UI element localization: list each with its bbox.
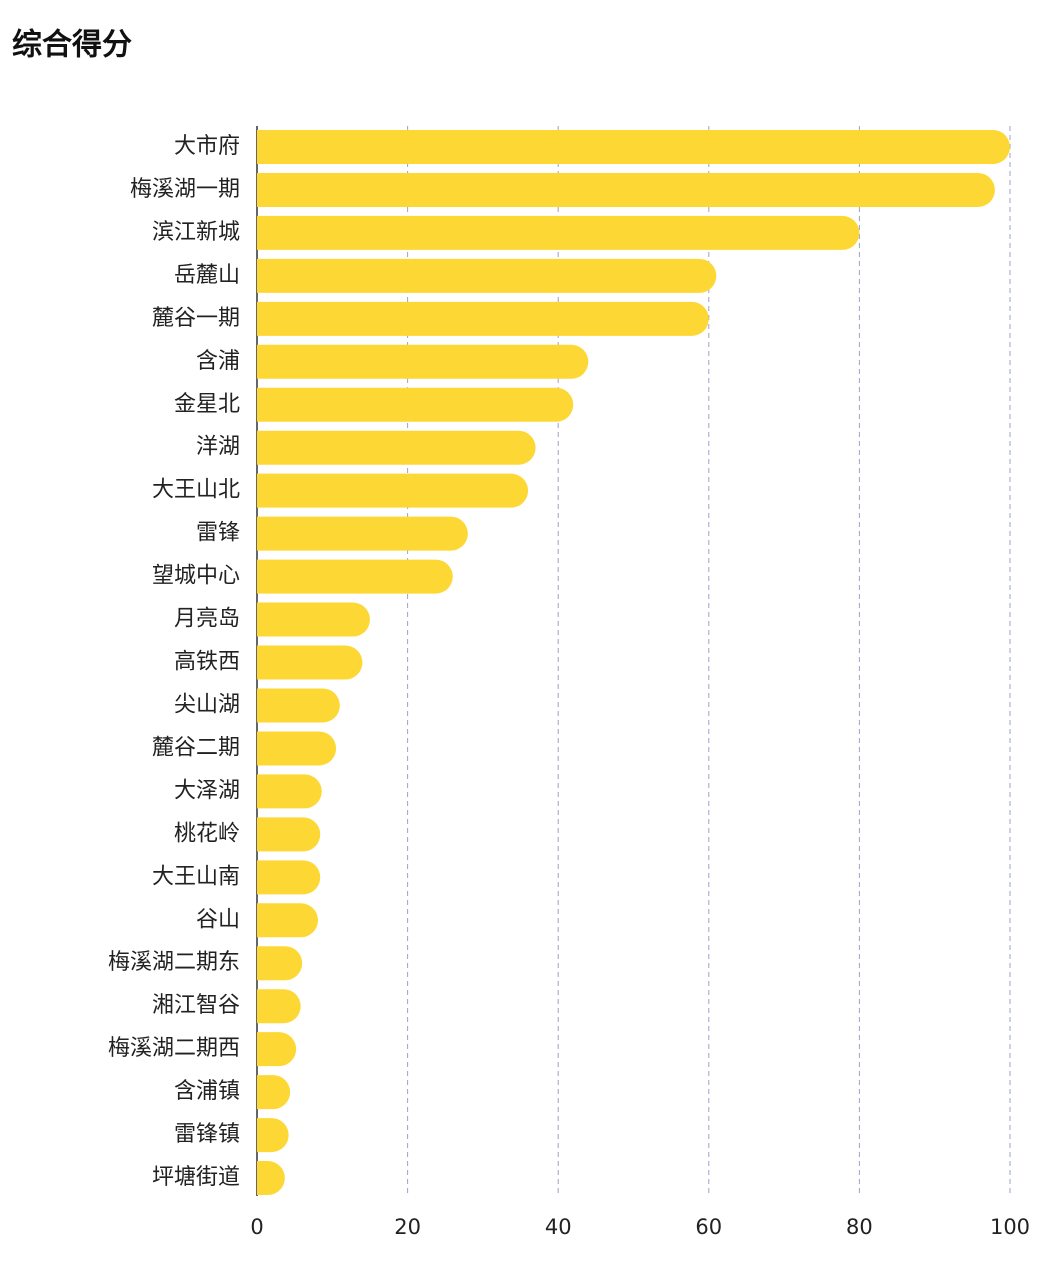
- y-tick-label: 洋湖: [196, 435, 240, 460]
- bar: [257, 215, 860, 250]
- y-tick-label: 月亮岛: [174, 607, 240, 632]
- y-tick-label: 含浦镇: [174, 1079, 240, 1104]
- y-tick-label: 雷锋镇: [174, 1122, 240, 1147]
- y-tick-label: 金星北: [174, 392, 240, 417]
- x-tick-label: 80: [846, 1215, 873, 1239]
- bar: [257, 946, 303, 981]
- bar: [257, 344, 589, 379]
- x-tick-label: 40: [545, 1215, 572, 1239]
- y-tick-label: 大泽湖: [174, 778, 240, 803]
- y-tick-label: 大市府: [174, 134, 240, 159]
- y-tick-label: 坪塘街道: [152, 1165, 240, 1190]
- x-tick-label: 100: [990, 1215, 1030, 1239]
- bar: [257, 1075, 291, 1110]
- bar: [257, 688, 340, 723]
- bar: [257, 903, 318, 938]
- bar: [257, 1161, 285, 1196]
- y-tick-label: 滨江新城: [152, 220, 240, 245]
- y-tick-label: 麓谷二期: [152, 735, 240, 760]
- y-tick-label: 含浦: [196, 349, 240, 374]
- y-tick-label: 望城中心: [152, 564, 240, 589]
- bar: [257, 172, 995, 207]
- y-tick-label: 雷锋: [196, 521, 240, 546]
- y-tick-label: 高铁西: [174, 650, 240, 675]
- y-tick-label: 岳麓山: [174, 263, 240, 288]
- bar: [257, 774, 322, 809]
- y-tick-label: 谷山: [196, 907, 240, 932]
- bar: [257, 602, 370, 637]
- bar: [257, 1032, 297, 1067]
- y-tick-label: 桃花岭: [174, 821, 240, 846]
- y-tick-label: 梅溪湖二期西: [108, 1036, 240, 1061]
- bar: [257, 559, 453, 594]
- bar: [257, 430, 536, 465]
- bar: [257, 645, 363, 680]
- bar: [257, 1118, 289, 1153]
- x-tick-label: 60: [695, 1215, 722, 1239]
- bar: [257, 130, 1010, 164]
- y-tick-label: 大王山北: [152, 478, 240, 503]
- y-tick-label: 梅溪湖一期: [130, 177, 240, 202]
- chart-title: 综合得分: [12, 28, 132, 63]
- y-tick-label: 麓谷一期: [152, 306, 240, 331]
- bar: [257, 387, 574, 422]
- bar: [257, 731, 337, 766]
- y-tick-label: 尖山湖: [174, 692, 240, 717]
- bar: [257, 301, 709, 336]
- y-tick-label: 梅溪湖二期东: [108, 950, 240, 975]
- y-tick-label: 大王山南: [152, 864, 240, 889]
- bar: [257, 989, 301, 1024]
- x-tick-label: 20: [394, 1215, 421, 1239]
- bar: [257, 516, 468, 551]
- bar: [257, 817, 321, 852]
- bar: [257, 473, 529, 508]
- bar: [257, 860, 321, 895]
- bar: [257, 258, 717, 293]
- y-tick-label: 湘江智谷: [152, 993, 240, 1018]
- x-tick-label: 0: [250, 1215, 263, 1239]
